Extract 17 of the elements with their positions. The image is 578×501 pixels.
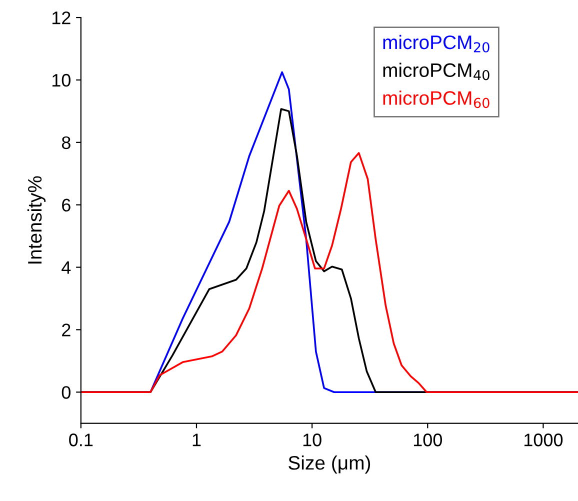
x-tick-label: 10 [303, 434, 322, 446]
x-tick-label: 100 [414, 434, 442, 446]
x-tick-label: 1000 [524, 434, 563, 446]
y-axis-title: Intensity% [27, 176, 46, 264]
text: microPCM$_{40}$ [383, 62, 490, 80]
y-tick-label: 10 [52, 74, 70, 87]
x-tick-label: 1 [192, 434, 201, 446]
y-tick-label: 2 [62, 324, 70, 336]
y-tick-label: 6 [62, 198, 70, 212]
y-tick-label: 12 [52, 11, 70, 24]
x-tick-label: 0.1 [69, 434, 93, 446]
y-tick-label: 0 [62, 386, 70, 399]
text: microPCM$_{60}$ [383, 90, 490, 108]
y-tick-label: 8 [62, 136, 70, 150]
text: microPCM$_{20}$ [383, 34, 490, 52]
y-tick-label: 4 [62, 261, 71, 274]
x-axis-title: Size (μm) [288, 455, 370, 474]
